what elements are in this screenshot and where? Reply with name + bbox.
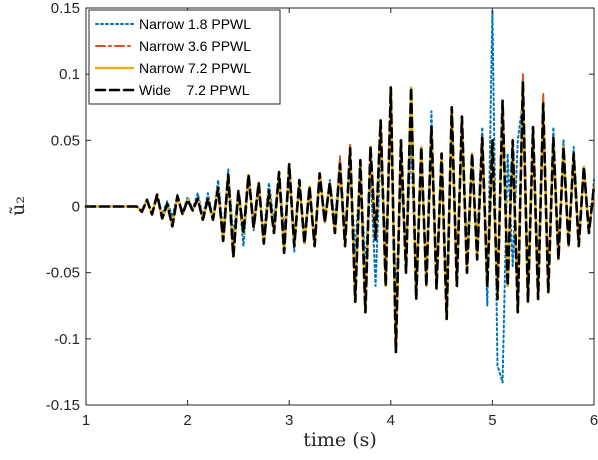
y-tick-label: -0.1 (54, 331, 80, 348)
series-line-4 (84, 80, 596, 354)
y-tick-label: 0 (72, 199, 80, 216)
legend-label: Narrow 7.2 PPWL (139, 60, 251, 76)
x-tick-label: 1 (82, 412, 90, 429)
y-tick-label: 0.1 (59, 66, 80, 83)
x-tick-label: 2 (183, 412, 191, 429)
legend-box (88, 9, 281, 105)
x-axis-label: time (s) (303, 429, 377, 451)
y-tick-label: -0.05 (46, 265, 80, 282)
y-tick-label: -0.15 (46, 397, 80, 414)
y-axis-label: ũ₂ (7, 196, 29, 216)
legend-label: Wide 7.2 PPWL (139, 82, 250, 98)
legend-label: Narrow 3.6 PPWL (139, 38, 251, 54)
y-axis: -0.15 -0.1 -0.05 0 0.05 0.1 0.15 (46, 0, 594, 414)
x-tick-label: 3 (285, 412, 293, 429)
x-tick-label: 5 (488, 412, 496, 429)
x-tick-label: 4 (387, 412, 395, 429)
legend-label: Narrow 1.8 PPWL (139, 16, 251, 32)
y-tick-label: 0.15 (51, 0, 80, 17)
y-tick-label: 0.05 (51, 132, 80, 149)
plot-series-group (84, 9, 596, 384)
legend: Narrow 1.8 PPWL Narrow 3.6 PPWL Narrow 7.2… (88, 9, 281, 105)
x-tick-label: 6 (590, 412, 598, 429)
